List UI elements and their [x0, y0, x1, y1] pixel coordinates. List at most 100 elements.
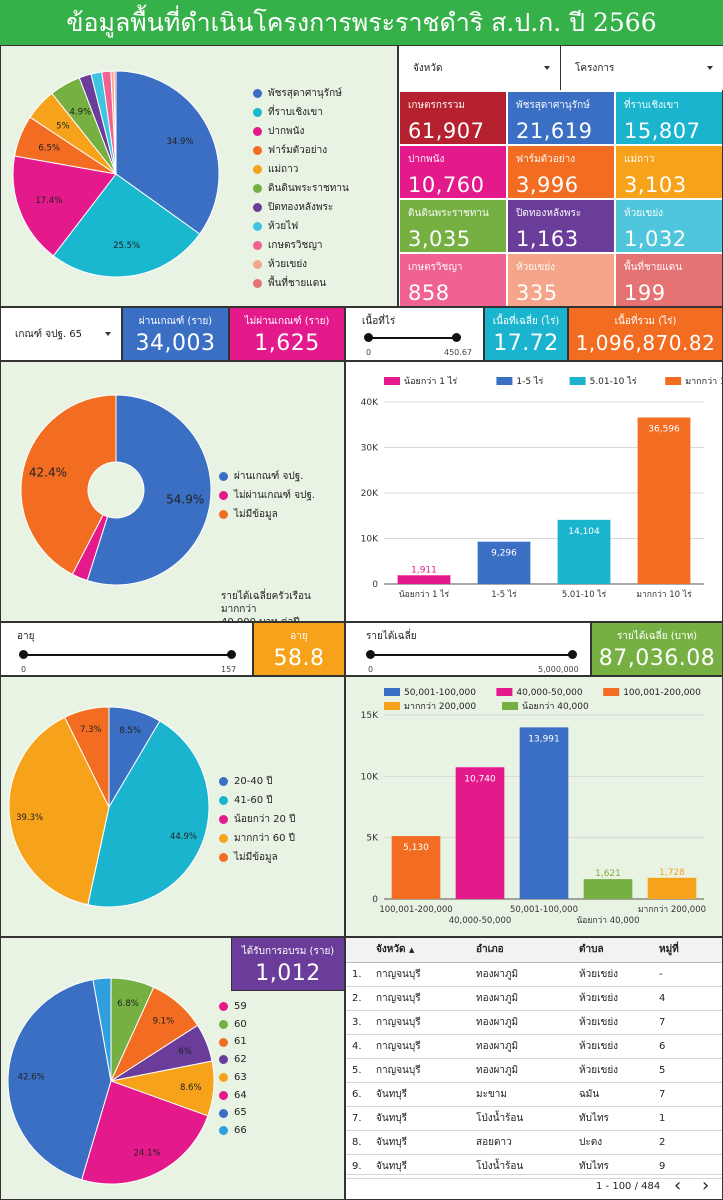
- next-page-icon[interactable]: ›: [702, 1175, 710, 1196]
- year-legend-item[interactable]: 60: [219, 1016, 247, 1034]
- income-slider-max-handle[interactable]: [568, 650, 577, 659]
- legend-swatch-icon: [502, 702, 518, 710]
- table-row[interactable]: 3. กาญจนบุรี ทองผาภูมิ ห้วยเขย่ง 7: [346, 1010, 722, 1035]
- project-legend-item[interactable]: ปิดทองหลังพระ: [253, 198, 349, 217]
- table-row[interactable]: 7. จันทบุรี โป่งน้ำร้อน ทับไทร 1: [346, 1106, 722, 1131]
- area-slider-max-handle[interactable]: [452, 333, 461, 342]
- bar[interactable]: [519, 727, 569, 899]
- income-slider-track[interactable]: [370, 654, 572, 656]
- table-header-district[interactable]: อำเภอ: [476, 938, 579, 963]
- table-header-village[interactable]: หมู่ที่: [659, 938, 722, 963]
- table-row[interactable]: 1. กาญจนบุรี ทองผาภูมิ ห้วยเขย่ง -: [346, 962, 722, 987]
- project-legend-item[interactable]: ดินดินพระราชทาน: [253, 179, 349, 198]
- year-legend-item[interactable]: 63: [219, 1069, 247, 1087]
- year-pie-slice[interactable]: [92, 977, 112, 1082]
- table-row[interactable]: 6. จันทบุรี มะขาม ฉมัน 7: [346, 1082, 722, 1107]
- bar[interactable]: [637, 417, 691, 584]
- criteria-select[interactable]: เกณฑ์ จปฐ. 65: [0, 307, 122, 361]
- table-header-province[interactable]: จังหวัด ▲: [376, 938, 476, 963]
- x-tick-label: น้อยกว่า 40,000: [576, 915, 639, 926]
- project-legend-item[interactable]: ปากพนัง: [253, 122, 349, 141]
- legend-dot-icon: [253, 146, 262, 155]
- area-slider-min-handle[interactable]: [364, 333, 373, 342]
- year-pie-slice[interactable]: [7, 979, 112, 1181]
- bar[interactable]: [397, 575, 451, 584]
- criteria-legend-item[interactable]: ไม่มีข้อมูล: [219, 505, 315, 524]
- project-legend-item[interactable]: ที่ราบเชิงเขา: [253, 103, 349, 122]
- legend-dot-icon: [219, 777, 228, 786]
- age-pie-slice[interactable]: [87, 720, 210, 908]
- bar[interactable]: [391, 836, 441, 899]
- year-legend-item[interactable]: 59: [219, 998, 247, 1016]
- bar2-legend-item[interactable]: 50,001-100,000: [384, 688, 476, 698]
- bar1-legend-item[interactable]: มากกว่า 10 ไร่: [665, 376, 722, 387]
- project-legend-label: เกษตรวิชญา: [268, 240, 323, 251]
- project-select[interactable]: โครงการ: [561, 46, 723, 90]
- bar2-legend-item[interactable]: 40,000-50,000: [496, 688, 583, 698]
- age-slider[interactable]: อายุ 0 157: [0, 622, 253, 676]
- age-legend-item[interactable]: ไม่มีข้อมูล: [219, 848, 295, 867]
- year-pie-slice[interactable]: [80, 1080, 209, 1185]
- bar[interactable]: [647, 877, 697, 899]
- project-pie-slice[interactable]: [113, 70, 117, 175]
- project-legend-item[interactable]: ฟาร์มตัวอย่าง: [253, 141, 349, 160]
- project-card-label: ฟาร์มตัวอย่าง: [516, 154, 576, 165]
- project-legend-item[interactable]: พื้นที่ชายแดน: [253, 274, 349, 293]
- year-legend-item[interactable]: 66: [219, 1122, 247, 1140]
- project-cards-panel: จังหวัด โครงการ เกษตรกรรวม 61,907 พัชรสุดา…: [398, 45, 723, 307]
- avg-income-kpi-label: รายได้เฉลี่ย (บาท): [616, 631, 698, 642]
- project-pie-slice[interactable]: [52, 173, 201, 278]
- criteria-legend-item[interactable]: ผ่านเกณฑ์ จปฐ.: [219, 467, 315, 486]
- bar[interactable]: [583, 879, 633, 899]
- table-cell: 3.: [346, 1010, 376, 1035]
- project-legend-item[interactable]: แม่ถาว: [253, 160, 349, 179]
- age-legend-item[interactable]: 20-40 ปี: [219, 772, 295, 791]
- age-slider-min-handle[interactable]: [19, 650, 28, 659]
- project-pie-slice[interactable]: [12, 155, 117, 257]
- area-slider[interactable]: เนื้อที่ไร่ 0 450.67: [345, 307, 484, 361]
- bar[interactable]: [455, 767, 505, 899]
- criteria-select-label: เกณฑ์ จปฐ. 65: [15, 328, 83, 340]
- project-legend-item[interactable]: เกษตรวิชญา: [253, 236, 349, 255]
- bar2-legend-item[interactable]: 100,001-200,000: [603, 688, 701, 698]
- year-legend-item[interactable]: 62: [219, 1051, 247, 1069]
- income-slider-min-handle[interactable]: [366, 650, 375, 659]
- age-pie-slice[interactable]: [8, 716, 110, 906]
- age-slider-max-handle[interactable]: [227, 650, 236, 659]
- criteria-legend-item[interactable]: ไม่ผ่านเกณฑ์ จปฐ.: [219, 486, 315, 505]
- project-pie-slice[interactable]: [115, 70, 220, 235]
- legend-dot-icon: [253, 108, 262, 117]
- year-legend-item[interactable]: 61: [219, 1033, 247, 1051]
- project-card-label: ห้วยเขย่ง: [516, 262, 556, 273]
- bar1-legend-item[interactable]: 5.01-10 ไร่: [569, 376, 637, 387]
- year-legend-item[interactable]: 65: [219, 1104, 247, 1122]
- bar[interactable]: [477, 541, 531, 584]
- criteria-donut-slice[interactable]: [20, 394, 117, 576]
- table-row[interactable]: 5. กาญจนบุรี ทองผาภูมิ ห้วยเขย่ง 5: [346, 1058, 722, 1083]
- project-legend-item[interactable]: พัชรสุดาศานุรักษ์: [253, 84, 349, 103]
- table-row[interactable]: 2. กาญจนบุรี ทองผาภูมิ ห้วยเขย่ง 4: [346, 986, 722, 1011]
- criteria-donut-slice[interactable]: [86, 394, 212, 586]
- age-legend-item[interactable]: 41-60 ปี: [219, 791, 295, 810]
- bar1-legend-item[interactable]: น้อยกว่า 1 ไร่: [384, 376, 457, 387]
- area-slider-track[interactable]: [368, 337, 456, 339]
- table-header-subdistrict[interactable]: ตำบล: [579, 938, 659, 963]
- year-legend-item[interactable]: 64: [219, 1087, 247, 1105]
- table-row[interactable]: 4. กาญจนบุรี ทองผาภูมิ ห้วยเขย่ง 6: [346, 1034, 722, 1059]
- bar[interactable]: [557, 519, 611, 584]
- age-pie-slice[interactable]: [64, 706, 110, 808]
- project-legend-item[interactable]: ห้วยไฟ: [253, 217, 349, 236]
- province-select[interactable]: จังหวัด: [399, 46, 561, 90]
- table-row[interactable]: 8. จันทบุรี สอยดาว ปะตง 2: [346, 1130, 722, 1155]
- bar1-legend-item[interactable]: 1-5 ไร่: [496, 376, 543, 387]
- prev-page-icon[interactable]: ‹: [674, 1175, 682, 1196]
- age-legend-item[interactable]: น้อยกว่า 20 ปี: [219, 810, 295, 829]
- project-legend-item[interactable]: ห้วยเขย่ง: [253, 255, 349, 274]
- bar2-legend-item[interactable]: น้อยกว่า 40,000: [502, 701, 589, 712]
- legend-swatch-icon: [496, 688, 513, 696]
- project-pie-slice-label: 6.5%: [38, 143, 60, 153]
- age-slider-track[interactable]: [23, 654, 231, 656]
- age-legend-item[interactable]: มากกว่า 60 ปี: [219, 829, 295, 848]
- bar2-legend-item[interactable]: มากกว่า 200,000: [384, 702, 476, 712]
- income-slider[interactable]: รายได้เฉลี่ย 0 5,000,000: [345, 622, 591, 676]
